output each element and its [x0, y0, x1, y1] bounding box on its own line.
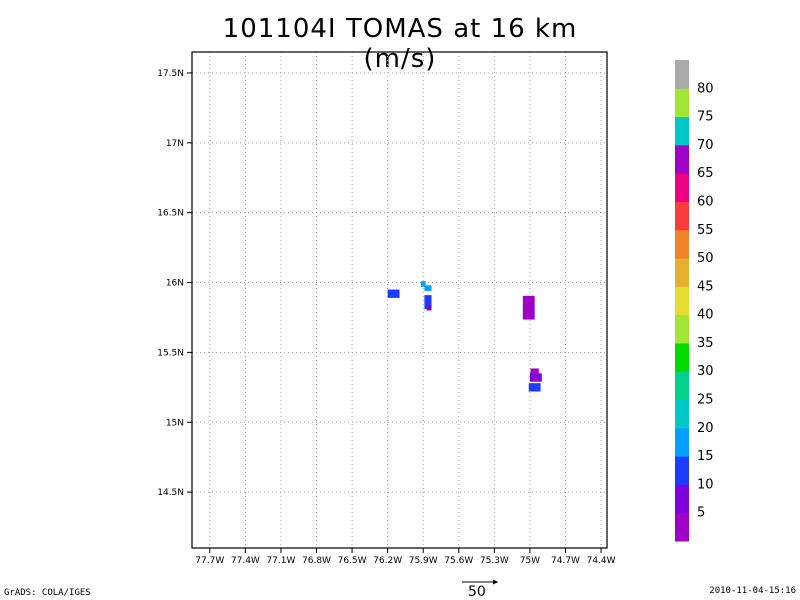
colorbar-swatch [675, 427, 689, 457]
y-tick-label: 16.5N [157, 209, 184, 219]
colorbar-label: 65 [697, 166, 714, 181]
colorbar-swatch [675, 371, 689, 401]
colorbar-label: 30 [697, 364, 714, 379]
footer-credit: GrADS: COLA/IGES [4, 588, 91, 598]
y-axis: 14.5N 15N 15.5N 16N 16.5N 17N 17.5N [157, 69, 192, 498]
colorbar-label: 35 [697, 336, 714, 351]
data-cell [522, 295, 535, 320]
colorbar-swatch [675, 484, 689, 514]
x-tick-label: 76.8W [302, 556, 331, 566]
colorbar-label: 60 [697, 194, 714, 209]
colorbar-label: 25 [697, 393, 714, 408]
y-tick-label: 17N [166, 139, 184, 149]
data-cells [387, 281, 542, 392]
data-cell [426, 304, 432, 311]
colorbar-swatch [675, 229, 689, 259]
x-tick-label: 77.7W [195, 556, 224, 566]
data-cell [424, 285, 432, 291]
colorbar-swatch [675, 456, 689, 485]
colorbar-swatch [675, 258, 689, 287]
x-axis: 77.7W 77.4W 77.1W 76.8W 76.5W 76.2W 75.9W 75.6W… [195, 548, 616, 566]
colorbar-swatch [675, 173, 689, 202]
y-tick-label: 16N [166, 279, 184, 289]
colorbar-swatch [675, 60, 689, 89]
colorbar-swatch [675, 342, 689, 372]
colorbar-swatch [675, 286, 689, 316]
y-tick-label: 15N [166, 418, 184, 428]
x-tick-label: 75.9W [409, 556, 438, 566]
vector-reference-arrow [462, 579, 498, 585]
x-tick-label: 74.7W [551, 556, 580, 566]
x-tick-label: 76.2W [373, 556, 402, 566]
x-tick-label: 75W [520, 556, 540, 566]
data-cell [528, 383, 541, 392]
colorbar-swatch [675, 399, 689, 429]
plot-frame [191, 51, 608, 549]
footer-timestamp: 2010-11-04-15:16 [709, 586, 796, 596]
data-cell [530, 368, 539, 376]
colorbar-label: 70 [697, 138, 714, 153]
colorbar-swatch [675, 512, 689, 542]
x-tick-label: 74.4W [587, 556, 616, 566]
colorbar-swatch [675, 144, 689, 174]
x-tick-label: 77.1W [266, 556, 295, 566]
colorbar-label: 50 [697, 251, 714, 266]
y-tick-label: 15.5N [157, 348, 184, 358]
colorbar-label: 45 [697, 279, 714, 294]
x-tick-label: 75.6W [444, 556, 473, 566]
data-cell [424, 295, 432, 310]
colorbar-label: 5 [697, 506, 705, 521]
colorbar-label: 80 [697, 81, 714, 96]
data-cell [387, 289, 400, 298]
colorbar-label: 55 [697, 223, 714, 238]
colorbar-label: 75 [697, 110, 714, 125]
x-tick-label: 77.4W [231, 556, 260, 566]
y-tick-label: 17.5N [157, 69, 184, 79]
colorbar-label: 40 [697, 308, 714, 323]
colorbar-swatch [675, 88, 689, 118]
colorbar-swatch [675, 314, 689, 344]
colorbar-swatch [675, 116, 689, 146]
colorbar-swatch [675, 201, 689, 231]
grid-layer [192, 52, 607, 548]
data-cell [420, 281, 426, 287]
vector-reference-label: 50 [468, 584, 486, 600]
x-tick-label: 75.3W [480, 556, 509, 566]
colorbar-label: 20 [697, 421, 714, 436]
data-cell [529, 373, 542, 382]
y-tick-label: 14.5N [157, 488, 184, 498]
x-tick-label: 76.5W [338, 556, 367, 566]
colorbar-label: 15 [697, 449, 714, 464]
colorbar: 5 10 15 20 25 30 35 40 45 50 55 60 65 70 75 80 [675, 60, 714, 542]
chart-title: 101104I TOMAS at 16 km (m/s) [222, 14, 578, 74]
vector-reference-head [493, 579, 498, 585]
colorbar-label: 10 [697, 477, 714, 492]
